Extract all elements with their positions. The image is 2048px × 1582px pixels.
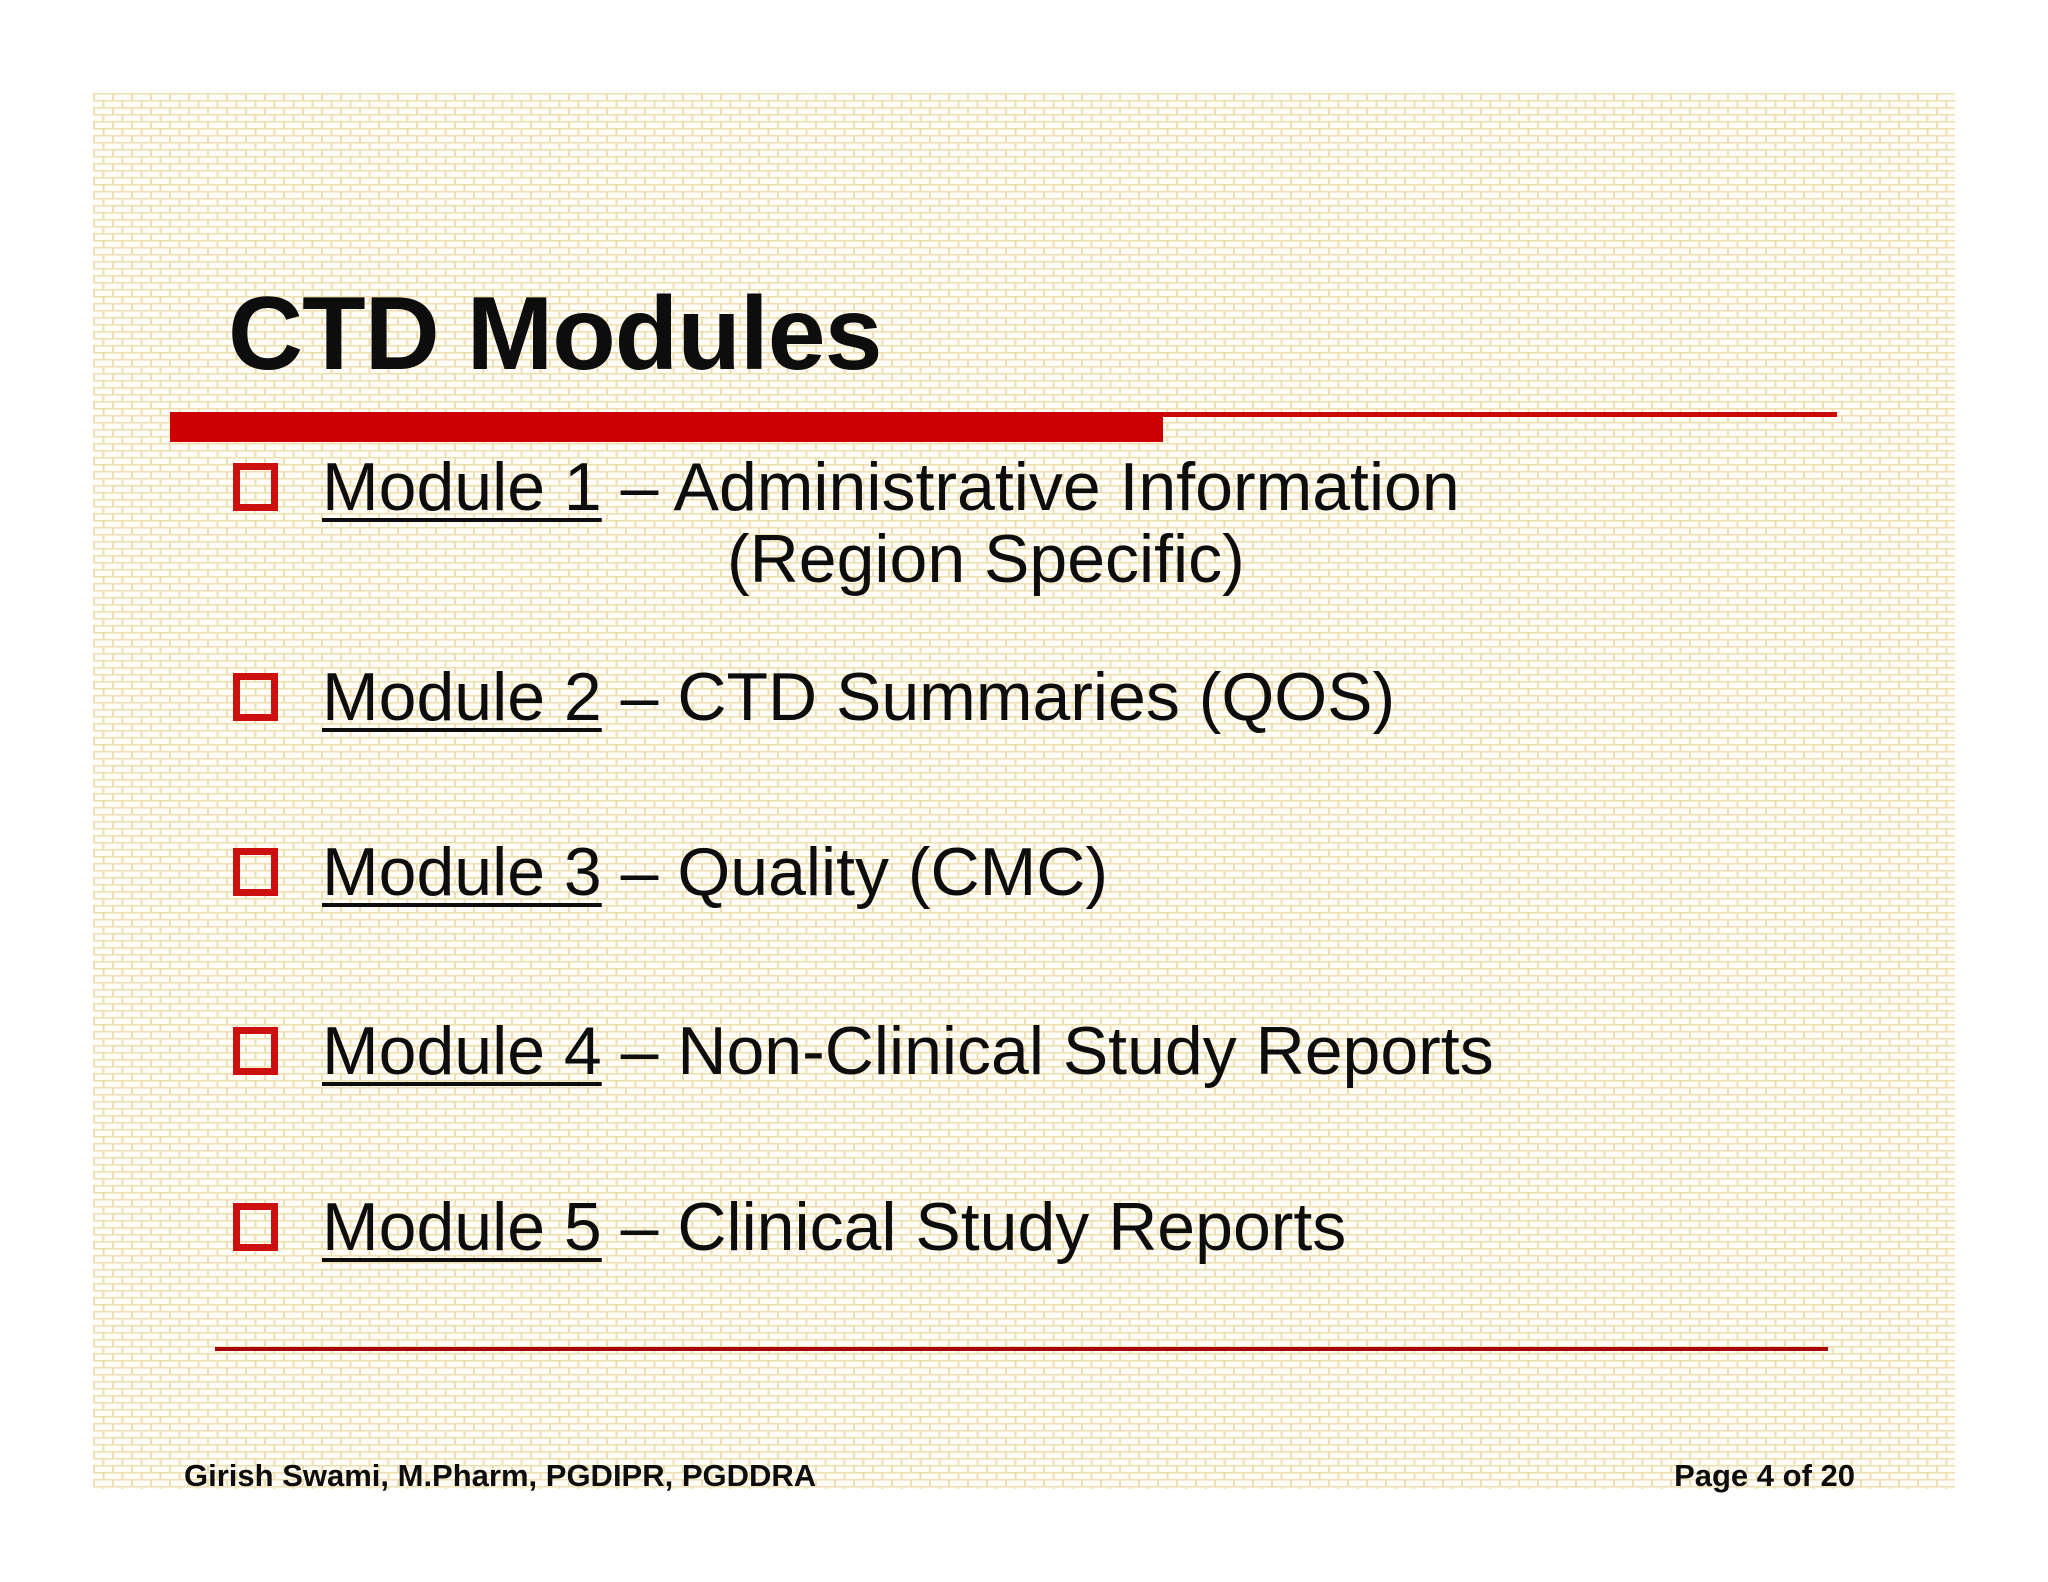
bullet-text: Module 3 – Quality (CMC) bbox=[322, 836, 1108, 908]
list-item: Module 4 – Non-Clinical Study Reports bbox=[233, 1015, 1494, 1087]
bullet-text: Module 1 – Administrative Information (R… bbox=[322, 451, 1460, 595]
dash-separator: – bbox=[601, 659, 678, 735]
module-description: Quality (CMC) bbox=[677, 834, 1109, 910]
title-underline-bar bbox=[170, 412, 1163, 442]
module-label: Module 3 bbox=[322, 834, 602, 910]
title-underline-thin-line bbox=[1163, 412, 1837, 417]
bullet-text: Module 2 – CTD Summaries (QOS) bbox=[322, 661, 1395, 733]
module-description-line2: (Region Specific) bbox=[727, 521, 1245, 597]
list-item: Module 2 – CTD Summaries (QOS) bbox=[233, 661, 1395, 733]
dash-separator: – bbox=[601, 834, 678, 910]
module-description: Clinical Study Reports bbox=[677, 1189, 1347, 1265]
square-outline-icon bbox=[233, 1027, 278, 1075]
brick-texture-background bbox=[93, 93, 1955, 1489]
module-description: Administrative Information bbox=[673, 449, 1460, 525]
bullet-text: Module 4 – Non-Clinical Study Reports bbox=[322, 1015, 1494, 1087]
module-description: CTD Summaries (QOS) bbox=[677, 659, 1396, 735]
module-description: Non-Clinical Study Reports bbox=[677, 1013, 1494, 1089]
square-outline-icon bbox=[233, 673, 278, 721]
list-item: Module 1 – Administrative Information (R… bbox=[233, 451, 1460, 595]
square-outline-icon bbox=[233, 1203, 278, 1251]
footer-page-number: Page 4 of 20 bbox=[1674, 1458, 1855, 1493]
footer-author: Girish Swami, M.Pharm, PGDIPR, PGDDRA bbox=[184, 1458, 817, 1493]
dash-separator: – bbox=[601, 1013, 678, 1089]
square-outline-icon bbox=[233, 463, 278, 511]
module-label: Module 1 bbox=[322, 449, 602, 525]
module-label: Module 2 bbox=[322, 659, 602, 735]
dash-separator: – bbox=[601, 1189, 678, 1265]
square-outline-icon bbox=[233, 848, 278, 896]
module-label: Module 5 bbox=[322, 1189, 602, 1265]
dash-separator: – bbox=[601, 449, 674, 525]
footer-divider-line bbox=[215, 1347, 1828, 1351]
list-item: Module 3 – Quality (CMC) bbox=[233, 836, 1108, 908]
list-item: Module 5 – Clinical Study Reports bbox=[233, 1191, 1346, 1263]
module-label: Module 4 bbox=[322, 1013, 602, 1089]
bullet-text: Module 5 – Clinical Study Reports bbox=[322, 1191, 1346, 1263]
slide-title: CTD Modules bbox=[228, 276, 882, 392]
